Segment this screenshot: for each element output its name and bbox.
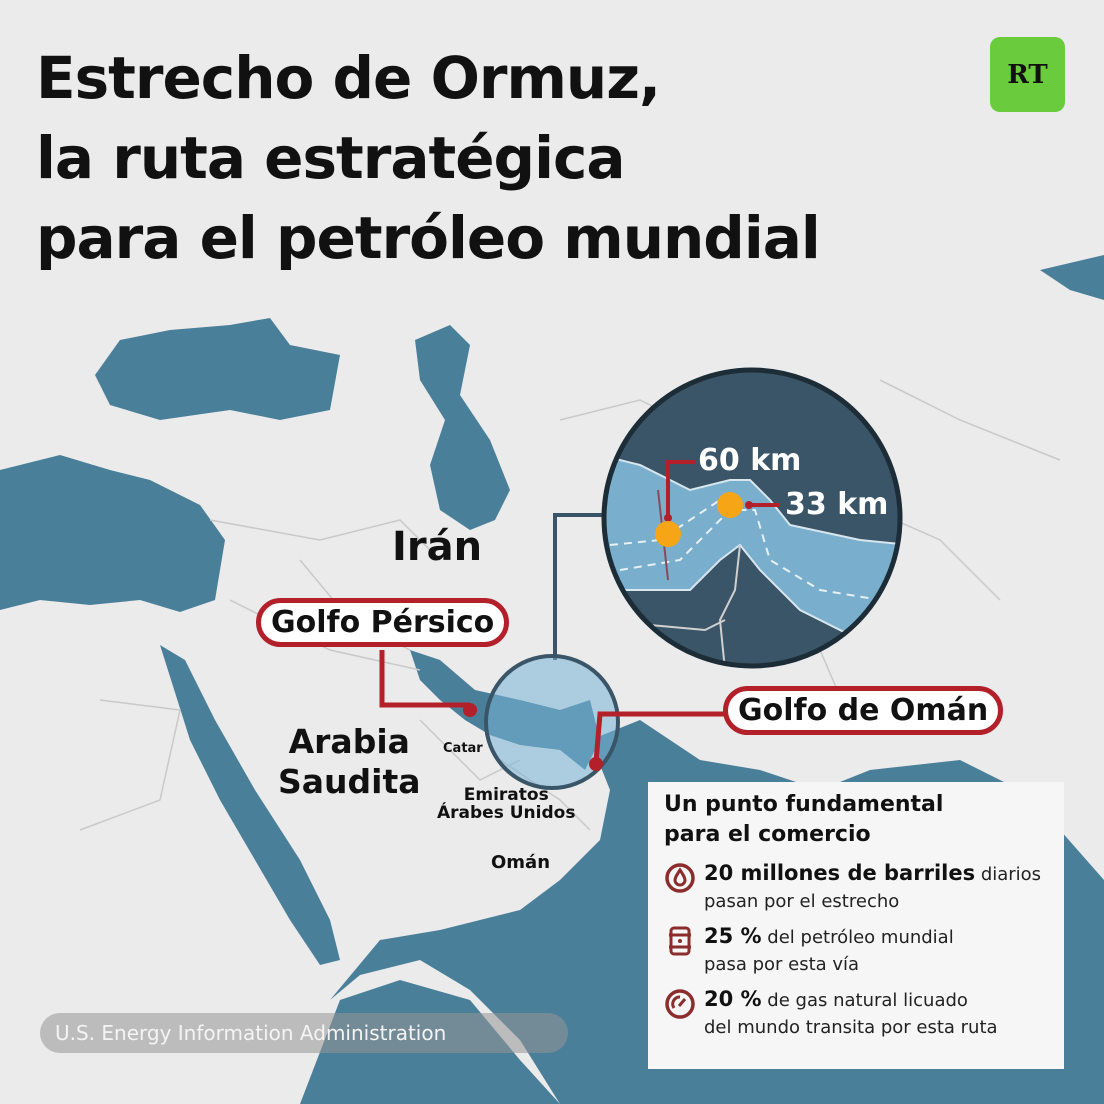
label-qatar: Catar [443, 741, 483, 756]
width-label-60km: 60 km [698, 443, 802, 478]
stat-text: del mundo transita por esta ruta [704, 1017, 998, 1038]
stat-text: del petróleo mundial [761, 927, 954, 948]
mediterranean-sea [0, 455, 225, 612]
label-saudi-line: Saudita [278, 762, 421, 801]
label-iran: Irán [392, 524, 483, 570]
stat-text: pasa por esta vía [704, 954, 860, 975]
label-uae: Emiratos Árabes Unidos [437, 786, 575, 822]
info-box: Un punto fundamental para el comercio 20… [648, 782, 1064, 1069]
gauge-icon [665, 989, 695, 1019]
title-line: para el petróleo mundial [36, 204, 821, 272]
red-sea [160, 645, 340, 965]
black-sea [95, 318, 340, 420]
strait-inset [601, 367, 903, 669]
stat-text: pasan por el estrecho [704, 891, 900, 912]
oil-barrel-icon [669, 926, 691, 956]
info-heading-line: Un punto fundamental [664, 792, 944, 817]
stat-value: 20 % [704, 987, 762, 1011]
width-label-33km: 33 km [785, 487, 889, 522]
info-heading-line: para el comercio [664, 822, 871, 847]
info-heading: Un punto fundamental para el comercio [664, 790, 1048, 850]
stat-text: diarios [975, 864, 1042, 885]
title-line: la ruta estratégica [36, 124, 625, 192]
label-saudi-line: Arabia [288, 722, 410, 761]
marker-east [717, 492, 743, 518]
source-credit: U.S. Energy Information Administration [40, 1013, 568, 1053]
label-uae-line: Emiratos [463, 785, 549, 805]
info-item: 25 % del petróleo mundial pasa por esta v… [664, 923, 1048, 978]
stat-value: 25 % [704, 924, 762, 948]
title-line: Estrecho de Ormuz, [36, 44, 661, 112]
page-title: Estrecho de Ormuz, la ruta estratégica p… [36, 38, 821, 278]
stat-text: de gas natural licuado [761, 990, 968, 1011]
rt-logo: RT [990, 37, 1065, 112]
info-item: 20 % de gas natural licuado del mundo tra… [664, 986, 1048, 1041]
callout-gulf-of-oman: Golfo de Omán [723, 686, 1004, 735]
label-saudi-arabia: Arabia Saudita [278, 722, 421, 802]
oil-drop-icon [665, 863, 695, 893]
caspian-sea [415, 325, 510, 530]
stat-value: 20 millones de barriles [704, 861, 976, 885]
strait-highlight-circle [484, 654, 620, 790]
label-uae-line: Árabes Unidos [437, 803, 576, 823]
label-oman: Omán [491, 852, 551, 873]
callout-persian-gulf: Golfo Pérsico [256, 598, 510, 647]
marker-west [655, 521, 681, 547]
info-item: 20 millones de barriles diarios pasan por… [664, 860, 1048, 915]
